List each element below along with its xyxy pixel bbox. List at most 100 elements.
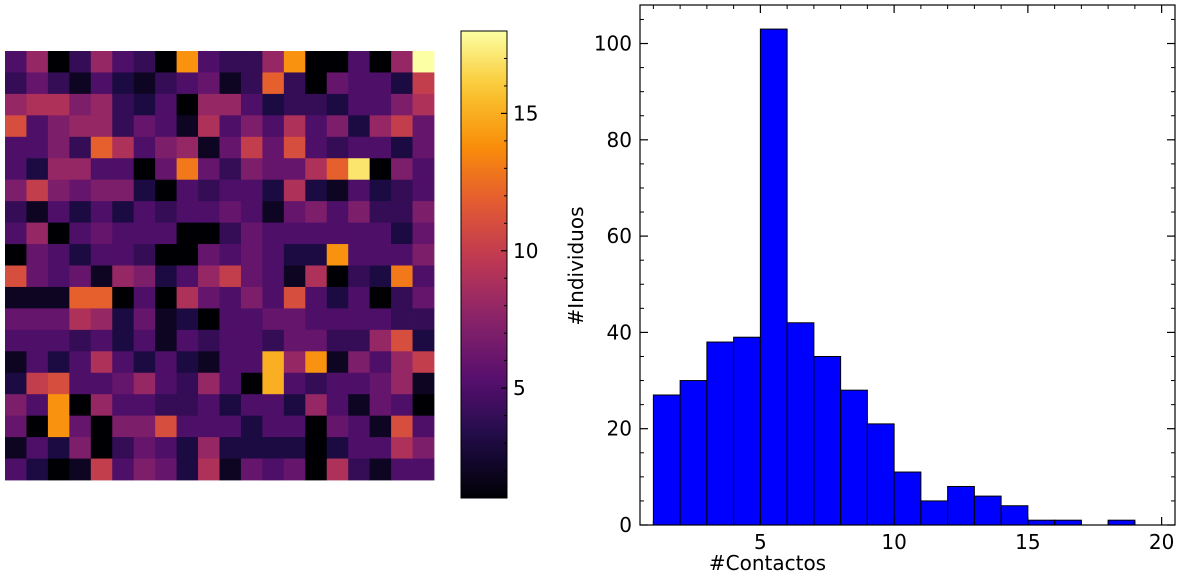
heatmap-cell	[412, 265, 435, 288]
heatmap-cell	[112, 158, 135, 181]
heatmap-cell	[26, 136, 49, 159]
y-tick-label: 60	[607, 224, 632, 248]
heatmap-cell	[391, 394, 413, 417]
heatmap-cell	[240, 93, 263, 116]
heatmap-cell	[391, 372, 413, 395]
heatmap-cell	[283, 136, 306, 159]
heatmap-cell	[219, 372, 242, 395]
heatmap-cell	[219, 244, 242, 266]
heatmap-cell	[283, 265, 306, 288]
heatmap-cell	[26, 351, 49, 374]
heatmap-cell	[369, 51, 392, 73]
heatmap-cell	[133, 158, 156, 181]
heatmap-cell	[412, 72, 435, 95]
heatmap-cell	[176, 179, 199, 202]
heatmap-cell	[391, 329, 413, 352]
heatmap-cell	[112, 415, 135, 438]
heatmap-cell	[240, 158, 263, 181]
heatmap-cell	[348, 72, 371, 95]
heatmap-cell	[348, 179, 371, 202]
heatmap-cell	[26, 458, 49, 481]
heatmap-cell	[90, 415, 113, 438]
heatmap-cell	[369, 158, 392, 181]
heatmap-cell	[283, 372, 306, 395]
heatmap-cell	[283, 72, 306, 95]
heatmap-cell	[69, 372, 92, 395]
heatmap-cell	[219, 458, 242, 481]
heatmap-cell	[112, 372, 135, 395]
heatmap-cell	[348, 93, 371, 116]
heatmap-cell	[369, 115, 392, 138]
heatmap-cell	[391, 265, 413, 288]
heatmap-cell	[348, 394, 371, 417]
heatmap-cell	[133, 458, 156, 481]
histogram-bar	[1107, 519, 1136, 526]
heatmap-cell	[155, 136, 177, 159]
x-tick-label: 15	[1015, 530, 1040, 554]
heatmap-cell	[369, 179, 392, 202]
x-tick-label: 10	[881, 530, 906, 554]
heatmap-cell	[412, 93, 435, 116]
heatmap-cell	[198, 179, 220, 202]
heatmap-cell	[326, 222, 349, 245]
heatmap-cell	[326, 329, 349, 352]
heatmap-cell	[155, 93, 177, 116]
heatmap-cell	[305, 136, 328, 159]
heatmap-cell	[219, 394, 242, 417]
heatmap-cell	[47, 394, 70, 417]
heatmap-cell	[155, 179, 177, 202]
heatmap-cell	[90, 286, 113, 309]
heatmap-cell	[112, 458, 135, 481]
heatmap-cell	[155, 351, 177, 374]
heatmap-cell	[240, 201, 263, 223]
heatmap-cell	[240, 415, 263, 438]
heatmap-cell	[198, 415, 220, 438]
heatmap-cell	[47, 244, 70, 266]
heatmap-cell	[155, 437, 177, 459]
heatmap-cell	[262, 372, 285, 395]
heatmap-cell	[26, 415, 49, 438]
heatmap-cell	[90, 115, 113, 138]
heatmap-cell	[69, 72, 92, 95]
heatmap-cell	[5, 458, 27, 481]
heatmap-cell	[348, 458, 371, 481]
heatmap-cell	[262, 136, 285, 159]
heatmap-cell	[391, 136, 413, 159]
histogram-bar	[733, 336, 761, 526]
heatmap-cell	[262, 458, 285, 481]
heatmap-cell	[326, 372, 349, 395]
heatmap-cell	[47, 437, 70, 459]
heatmap-cell	[5, 222, 27, 245]
histogram-bar	[759, 28, 788, 526]
heatmap-cell	[26, 115, 49, 138]
heatmap-cell	[133, 351, 156, 374]
heatmap-cell	[69, 286, 92, 309]
heatmap-cell	[283, 158, 306, 181]
heatmap-cell	[5, 158, 27, 181]
heatmap-cell	[412, 244, 435, 266]
heatmap-cell	[283, 415, 306, 438]
heatmap-cell	[69, 351, 92, 374]
heatmap-cell	[305, 51, 328, 73]
heatmap-cell	[326, 136, 349, 159]
heatmap-cell	[412, 222, 435, 245]
heatmap-cell	[326, 158, 349, 181]
heatmap-cell	[133, 179, 156, 202]
heatmap-cell	[47, 201, 70, 223]
heatmap-cell	[369, 394, 392, 417]
heatmap-cell	[133, 136, 156, 159]
heatmap-cell	[155, 394, 177, 417]
heatmap-cell	[69, 115, 92, 138]
heatmap-cell	[47, 51, 70, 73]
heatmap-cell	[305, 329, 328, 352]
heatmap-cell	[26, 372, 49, 395]
heatmap-cell	[176, 415, 199, 438]
heatmap-cell	[155, 222, 177, 245]
histogram-bar	[973, 495, 1002, 526]
heatmap-cell	[326, 51, 349, 73]
heatmap-cell	[112, 222, 135, 245]
heatmap-cell	[176, 286, 199, 309]
heatmap-cell	[305, 351, 328, 374]
heatmap-cell	[240, 329, 263, 352]
heatmap-cell	[155, 329, 177, 352]
